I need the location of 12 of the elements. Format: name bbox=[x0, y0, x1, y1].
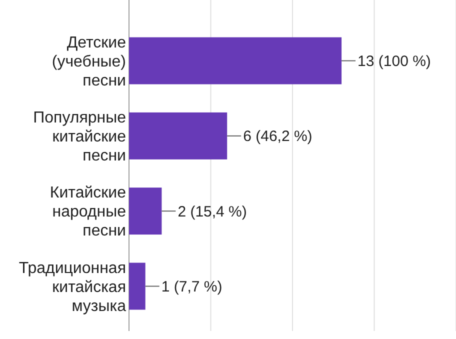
y-tick-label: Популярные китайские песни bbox=[33, 110, 126, 165]
y-tick-label: Китайские народные песни bbox=[50, 184, 126, 240]
bar bbox=[129, 262, 146, 310]
data-label: 13 (100 %) bbox=[358, 53, 431, 70]
bar bbox=[129, 188, 162, 235]
bar bbox=[129, 112, 228, 160]
y-tick-label: Традиционная китайская музыка bbox=[18, 260, 126, 315]
data-label: 1 (7,7 %) bbox=[161, 278, 222, 296]
data-label: 2 (15,4 %) bbox=[178, 203, 247, 220]
data-label: 6 (46,2 %) bbox=[243, 128, 312, 146]
bar bbox=[129, 37, 342, 84]
y-tick-label: Детские (учебные) песни bbox=[52, 34, 126, 90]
